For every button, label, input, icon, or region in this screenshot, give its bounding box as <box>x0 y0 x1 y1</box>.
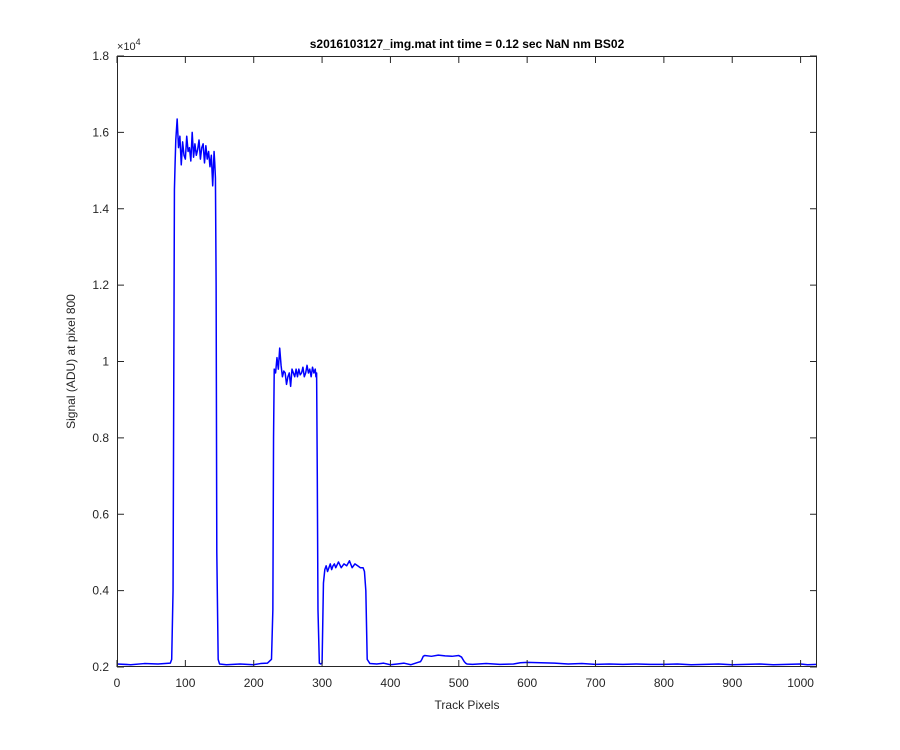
x-tick-label: 300 <box>312 676 332 690</box>
x-axis-label: Track Pixels <box>435 698 500 712</box>
x-tick-label: 800 <box>654 676 674 690</box>
chart-title: s2016103127_img.mat int time = 0.12 sec … <box>310 37 625 51</box>
x-tick-label: 400 <box>380 676 400 690</box>
y-tick-label: 1.8 <box>92 49 109 63</box>
x-tick-label: 700 <box>586 676 606 690</box>
x-tick-label: 200 <box>244 676 264 690</box>
y-axis-exponent: ×104 <box>117 37 141 53</box>
y-tick-label: 1.4 <box>92 202 109 216</box>
y-tick-label: 1.6 <box>92 125 109 139</box>
data-layer <box>116 118 818 666</box>
y-tick-label: 1 <box>102 355 109 369</box>
y-tick-label: 0.8 <box>92 431 109 445</box>
x-tick-label: 0 <box>114 676 121 690</box>
y-tick-label: 0.6 <box>92 507 109 521</box>
x-tick-label: 1000 <box>787 676 814 690</box>
y-axis: 0.2 0.4 0.6 0.8 1 1.2 1.4 1.6 1.8 <box>92 49 817 674</box>
y-axis-label: Signal (ADU) at pixel 800 <box>64 294 78 429</box>
y-axis-exponent-base: ×10 <box>117 41 136 53</box>
y-tick-label: 0.4 <box>92 584 109 598</box>
x-tick-label: 500 <box>449 676 469 690</box>
plot-area <box>117 56 817 667</box>
series-line-0 <box>116 118 818 666</box>
x-axis: 0 100 200 300 400 500 600 700 800 900 1000 <box>114 56 814 690</box>
x-tick-label: 100 <box>175 676 195 690</box>
x-tick-label: 900 <box>722 676 742 690</box>
x-tick-label: 600 <box>517 676 537 690</box>
y-tick-label: 1.2 <box>92 278 109 292</box>
y-axis-exponent-power: 4 <box>136 37 141 47</box>
y-tick-label: 0.2 <box>92 660 109 674</box>
